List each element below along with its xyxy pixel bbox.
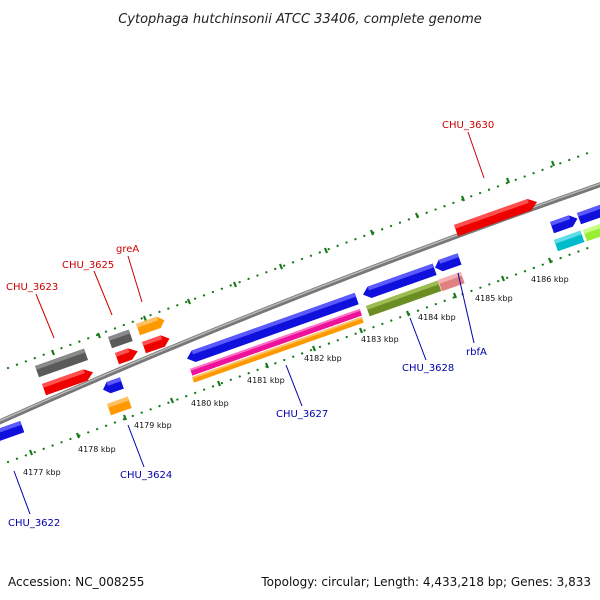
- tick-label: 4185 kbp: [475, 294, 513, 303]
- label-chu3630[interactable]: CHU_3630: [442, 120, 494, 131]
- label-chu3627[interactable]: CHU_3627: [276, 409, 328, 420]
- label-chu3623[interactable]: CHU_3623: [6, 282, 58, 293]
- gene-chu3625-grey[interactable]: [108, 329, 133, 349]
- label-grea[interactable]: greA: [116, 244, 139, 255]
- forward-genes: [35, 196, 600, 396]
- reverse-genes: [0, 219, 600, 443]
- gene-grea[interactable]: [142, 333, 171, 354]
- label-rbfa[interactable]: rbfA: [466, 347, 487, 358]
- label-chu3624[interactable]: CHU_3624: [120, 470, 172, 481]
- gene-chu3623[interactable]: [42, 367, 95, 396]
- gene-rbfa-blue[interactable]: [433, 253, 462, 273]
- gene-chu3630[interactable]: [454, 196, 539, 237]
- gene-chu3627[interactable]: [192, 316, 364, 383]
- leader-lines: [13, 131, 485, 515]
- lower-tick-track: [6, 243, 598, 464]
- map-title: Cytophaga hutchinsonii ATCC 33406, compl…: [118, 12, 482, 27]
- tick-label: 4182 kbp: [304, 354, 342, 363]
- tick-label: 4177 kbp: [23, 468, 61, 477]
- label-chu3625[interactable]: CHU_3625: [62, 260, 114, 271]
- gene-labels: CHU_3623 CHU_3625 greA CHU_3630 CHU_3622…: [6, 120, 494, 529]
- upper-major-ticks: [50, 160, 556, 356]
- lower-major-ticks: [28, 257, 553, 456]
- label-chu3622[interactable]: CHU_3622: [8, 518, 60, 529]
- genome-backbone: [0, 182, 600, 425]
- accession-text: Accession: NC_008255: [8, 575, 144, 589]
- topology-text: Topology: circular; Length: 4,433,218 bp…: [260, 575, 591, 589]
- tick-label: 4180 kbp: [191, 399, 229, 408]
- gene-chu3628-blue[interactable]: [361, 263, 437, 301]
- lower-minor-ticks: [6, 243, 598, 464]
- gene-chu3627-blue[interactable]: [185, 292, 359, 364]
- label-chu3628[interactable]: CHU_3628: [402, 363, 454, 374]
- tick-label: 4184 kbp: [418, 313, 456, 322]
- gene-chu3624[interactable]: [107, 396, 132, 416]
- gene-reverse-cyan[interactable]: [554, 230, 585, 252]
- tick-label: 4178 kbp: [78, 445, 116, 454]
- tick-label: 4186 kbp: [531, 275, 569, 284]
- tick-label: 4183 kbp: [361, 335, 399, 344]
- gene-chu3622[interactable]: [0, 420, 25, 443]
- gene-chu3628[interactable]: [366, 280, 442, 317]
- gene-chu3627-magenta[interactable]: [190, 308, 363, 376]
- gene-chu3625[interactable]: [115, 346, 140, 365]
- gene-forward-blue-2[interactable]: [577, 199, 600, 225]
- gene-chu3624-blue[interactable]: [101, 377, 124, 395]
- gene-chu3623-grey[interactable]: [35, 348, 89, 378]
- gene-rbfa[interactable]: [438, 271, 465, 292]
- gene-reverse-green[interactable]: [583, 219, 600, 242]
- kbp-labels: 4177 kbp 4178 kbp 4179 kbp 4180 kbp 4181…: [23, 275, 569, 477]
- tick-label: 4181 kbp: [247, 376, 285, 385]
- gene-grea-orange[interactable]: [136, 315, 166, 336]
- tick-label: 4179 kbp: [134, 421, 172, 430]
- gene-forward-blue-1[interactable]: [550, 213, 579, 234]
